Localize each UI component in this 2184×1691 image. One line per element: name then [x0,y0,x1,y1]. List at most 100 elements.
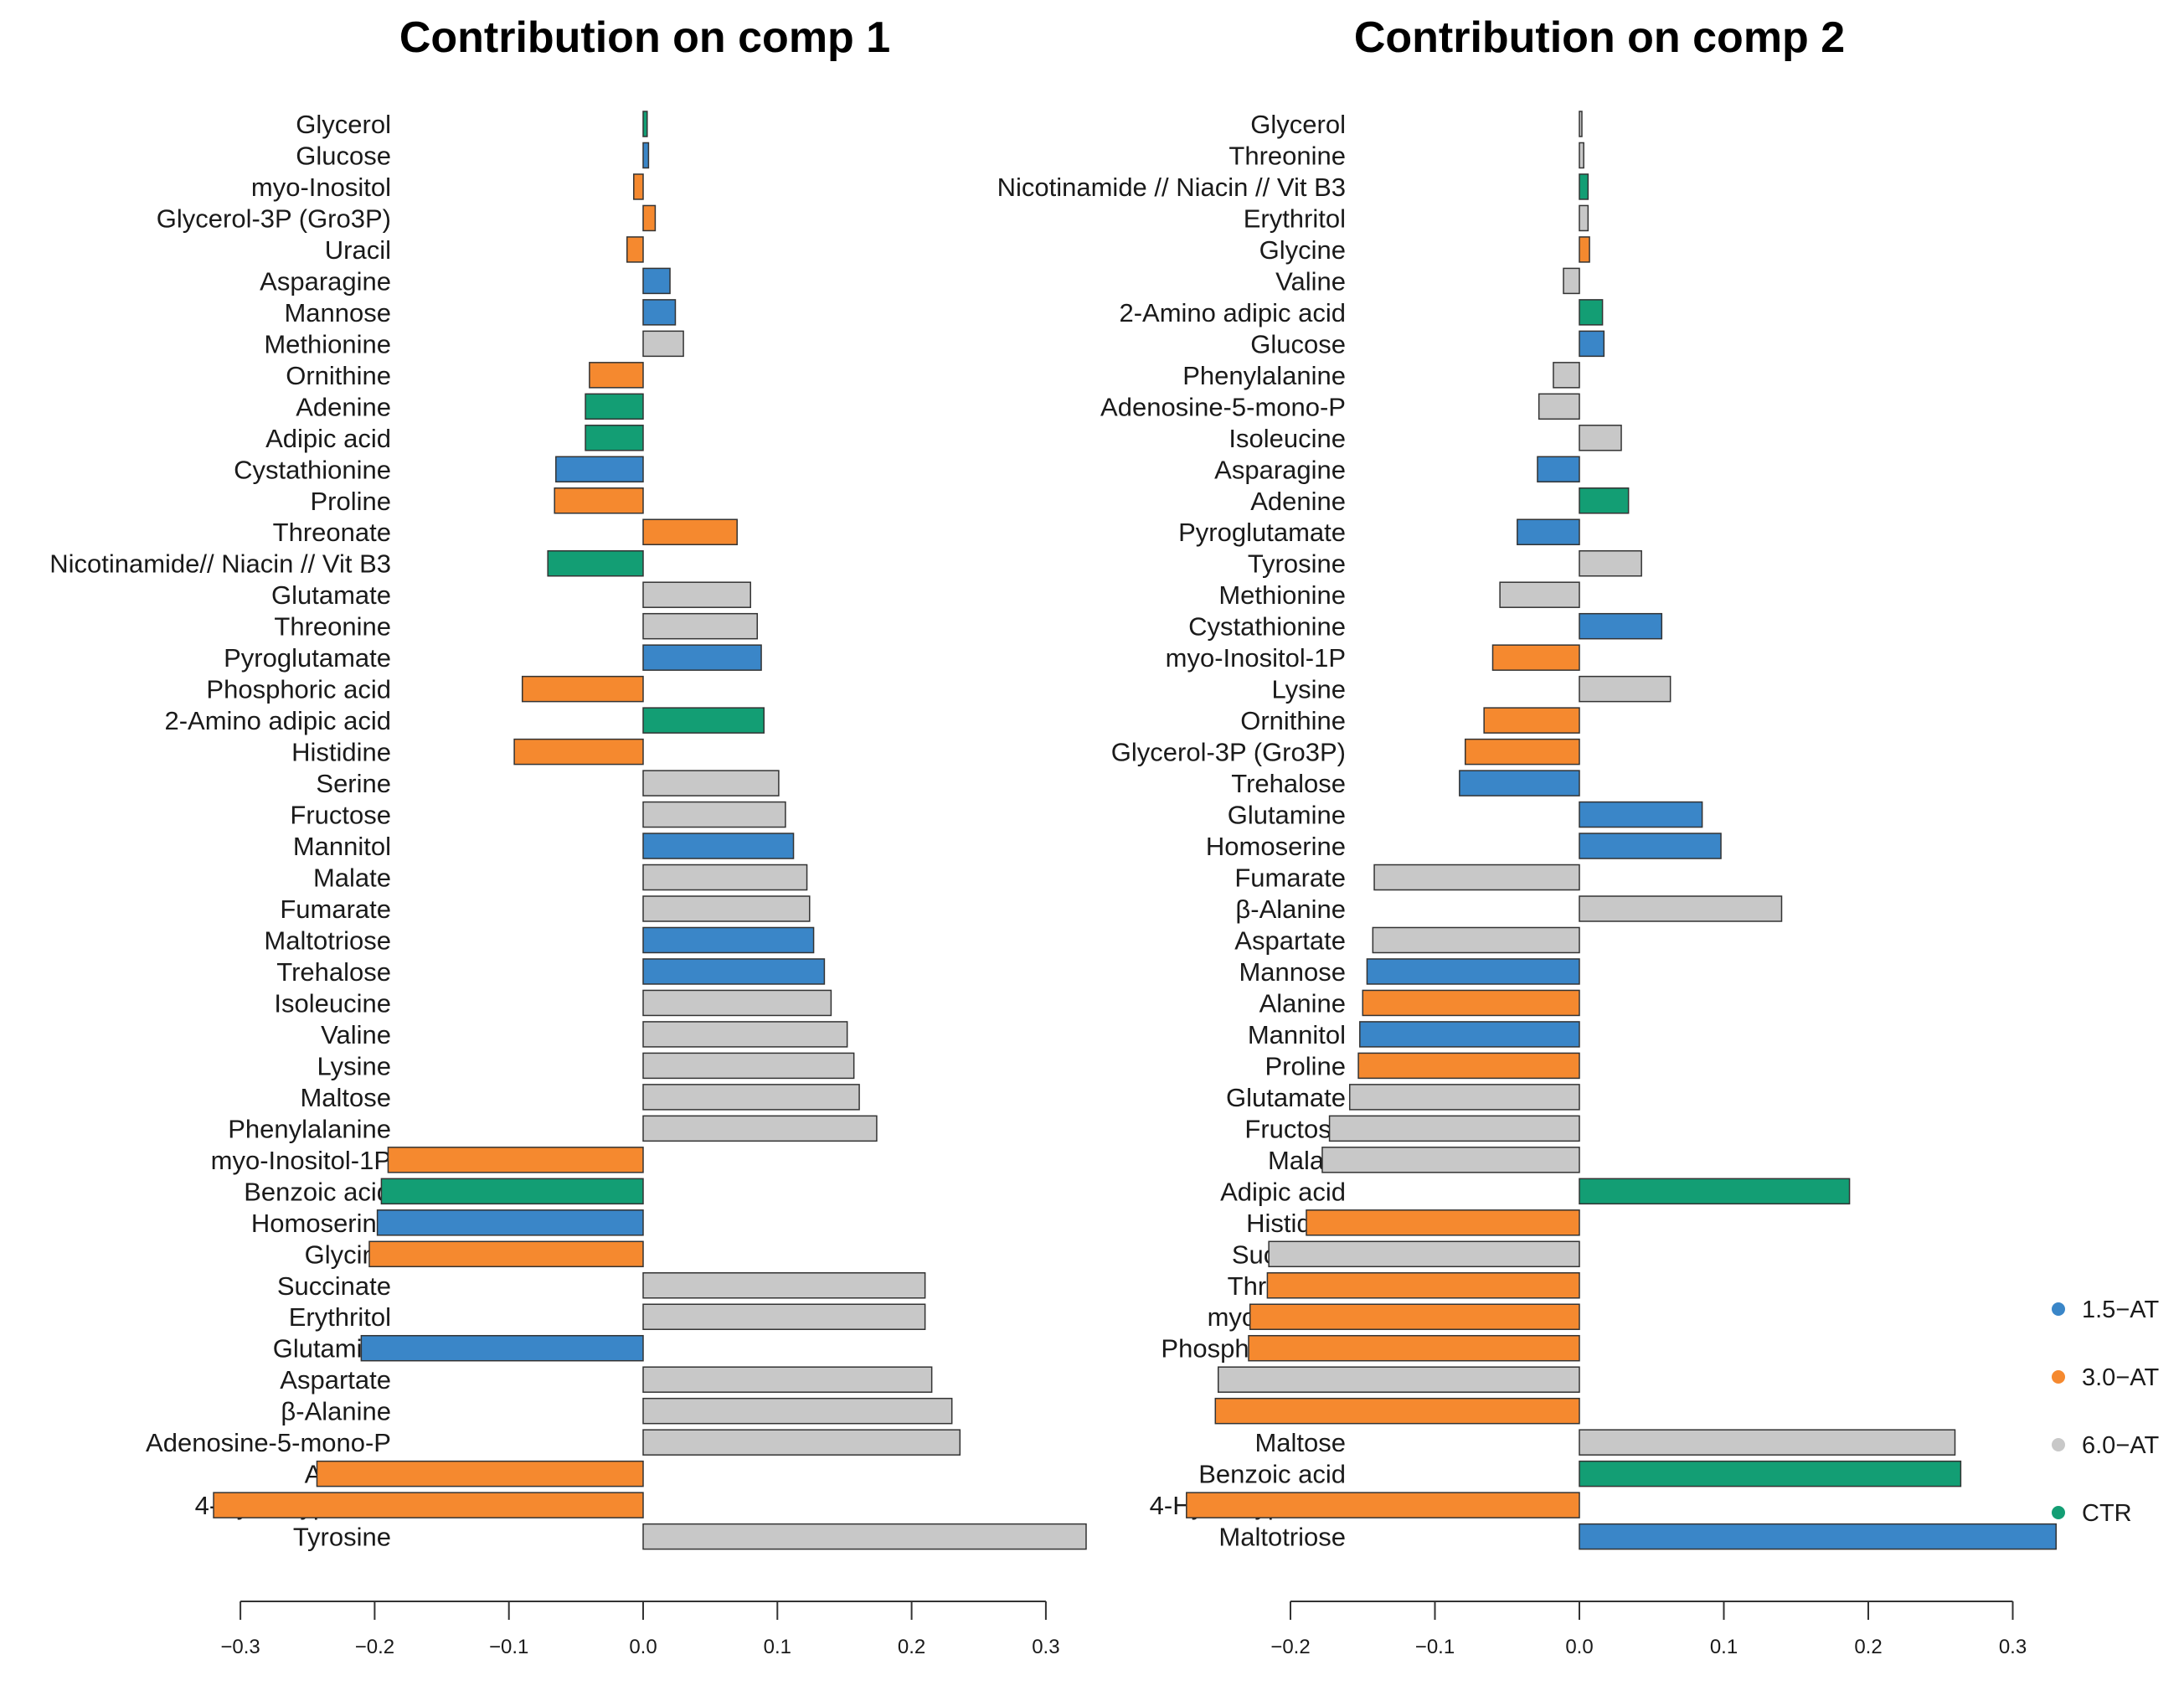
bar [513,738,644,766]
bar [1579,330,1605,358]
legend-label: 3.0−AT [2082,1364,2159,1391]
bar [1579,801,1703,828]
bar [1359,1021,1580,1048]
bar [1579,299,1604,326]
legend-swatch [2052,1302,2065,1316]
category-label: Valine [1275,266,1346,296]
bar [1306,1209,1580,1236]
category-label: Alanine [1259,988,1346,1018]
legend-swatch [2052,1438,2065,1451]
bar [642,707,765,734]
category-label: Benzoic acid [1198,1460,1346,1489]
category-label: Ornithine [1240,706,1346,735]
bar [1266,1272,1580,1299]
category-label: Glycine [1259,235,1346,265]
bar [642,1021,848,1048]
bar [360,1334,644,1362]
category-label: Lysine [317,1051,391,1080]
bar [642,926,815,954]
category-label: Glycerol [1250,110,1346,139]
category-label: Maltotriose [1218,1523,1346,1552]
category-label: Asparagine [260,266,391,296]
category-label: Adenosine-5-mono-P [146,1428,391,1457]
bar [642,1052,855,1080]
category-label: Proline [1265,1051,1347,1080]
category-label: Adipic acid [265,424,391,453]
category-label: Mannitol [293,832,391,861]
category-label: Isoleucine [274,988,391,1018]
category-label: Isoleucine [1228,424,1346,453]
bar [368,1240,644,1268]
bar [1579,1523,2057,1550]
chart-title: Contribution on comp 2 [1354,13,1845,62]
legend-label: CTR [2082,1500,2132,1527]
bar [642,518,738,545]
category-label: Malate [313,864,391,893]
category-label: Histidine [291,738,391,767]
bar [642,204,657,232]
category-label: Tyrosine [1248,549,1346,579]
category-label: Adenine [296,392,391,421]
bar [1579,204,1589,232]
legend-label: 1.5−AT [2082,1297,2159,1323]
category-label: Aspartate [1234,925,1346,955]
category-label: Phosphoric acid [206,675,391,704]
category-label: Adenine [1250,487,1346,516]
bar [1214,1397,1580,1425]
bar [589,362,644,389]
category-label: Adenosine-5-mono-P [1100,392,1346,421]
bar [642,612,759,640]
bar [1537,456,1580,483]
bar [521,675,644,703]
bar [380,1178,644,1205]
bar [626,236,644,263]
bar [1348,1084,1580,1111]
bar [1459,770,1580,797]
x-tick-label: 0.2 [1854,1636,1882,1658]
category-label: Erythritol [1244,204,1346,233]
bar [642,895,811,922]
category-label: 2-Amino adipic acid [164,706,391,735]
bar [642,111,648,137]
x-tick-label: −0.2 [1270,1636,1310,1658]
bar [642,644,762,671]
legend-label: 6.0−AT [2082,1432,2159,1459]
bar [1579,236,1590,263]
bar [642,1523,1087,1550]
bar [642,770,780,797]
bar [1483,707,1580,734]
bar [1517,518,1580,545]
bar [1186,1492,1580,1518]
category-label: Lysine [1272,675,1346,704]
category-label: myo-Inositol-1P [211,1146,391,1175]
bar [642,833,795,859]
category-label: Cystathionine [234,455,391,484]
bar [642,1366,933,1393]
chart-title: Contribution on comp 1 [399,13,890,62]
bar [1249,1303,1580,1330]
category-label: Maltose [300,1083,391,1112]
category-label: Serine [316,769,391,798]
bar [316,1460,644,1487]
category-label: Pyroglutamate [1178,518,1346,547]
x-tick-label: −0.2 [355,1636,394,1658]
bar [642,581,751,608]
category-label: Maltotriose [264,925,391,955]
bar [213,1492,644,1518]
legend-swatch [2052,1370,2065,1384]
category-label: Erythritol [289,1302,391,1332]
category-label: Methionine [264,329,391,358]
bar [1362,989,1580,1017]
category-label: Glycerol-3P (Gro3P) [1111,738,1346,767]
x-tick-label: 0.3 [1032,1636,1059,1658]
bar [1491,644,1580,671]
category-label: Proline [311,487,392,516]
category-label: Mannitol [1248,1020,1346,1049]
category-label: Glutamate [271,580,391,610]
legend: 1.5−AT 3.0−AT 6.0−AT CTR [2052,1297,2159,1527]
bar [554,487,644,514]
category-label: Valine [321,1020,391,1049]
category-label: Homoserine [251,1209,391,1238]
bar [387,1147,644,1173]
